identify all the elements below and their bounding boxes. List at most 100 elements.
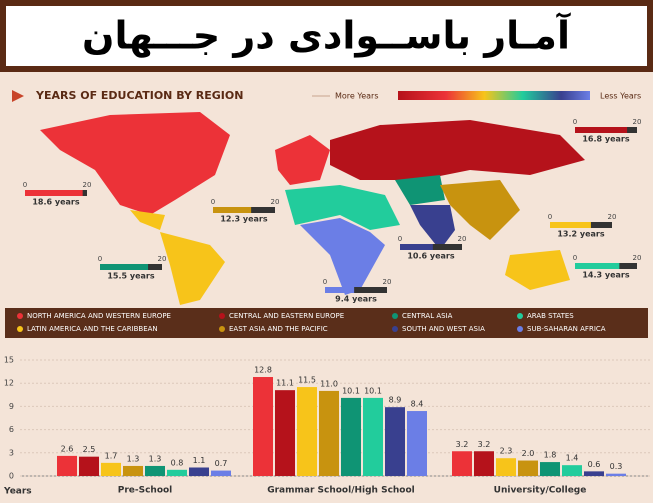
callout-value: 13.2 years: [557, 230, 605, 239]
legend-swatch: [219, 313, 225, 319]
y-axis-label: Years: [3, 487, 32, 497]
legend-swatch: [17, 313, 23, 319]
legend-label: SUB-SAHARAN AFRICA: [527, 325, 606, 333]
legend-band: [5, 308, 648, 338]
region-shape: [395, 175, 445, 205]
bar-value-label: 1.4: [566, 454, 579, 463]
bar-value-label: 0.7: [215, 459, 228, 468]
bar-value-label: 8.4: [411, 400, 424, 409]
bar-value-label: 2.5: [83, 445, 96, 454]
region-shape: [285, 185, 400, 230]
legend-label: CENTRAL ASIA: [402, 312, 453, 320]
map-title: YEARS OF EDUCATION BY REGION: [35, 89, 243, 102]
callout-bar: [325, 287, 355, 293]
bar-value-label: 11.5: [298, 376, 316, 385]
bar: [167, 469, 187, 476]
callout-bar: [400, 244, 433, 250]
region-shape: [40, 112, 230, 215]
bar: [211, 470, 231, 476]
bar: [452, 451, 472, 476]
legend-swatch: [517, 326, 523, 332]
scale-label: Less Years: [600, 92, 641, 101]
region-shape: [440, 180, 520, 240]
legend-swatch: [517, 313, 523, 319]
y-tick-label: 0: [9, 472, 14, 481]
banner-arrow: [12, 90, 24, 102]
bar-value-label: 10.1: [364, 386, 382, 395]
callout-bar: [575, 127, 628, 133]
callout-bar: [550, 222, 591, 228]
callout-bar: [25, 190, 83, 196]
region-shape: [130, 210, 165, 230]
callout-tick: 0: [98, 255, 102, 263]
bar: [540, 462, 560, 476]
bar: [101, 462, 121, 476]
callout-bar: [213, 207, 252, 213]
legend-swatch: [392, 326, 398, 332]
legend-label: ARAB STATES: [527, 312, 574, 320]
callout-bar: [100, 264, 149, 270]
callout-tick: 20: [271, 198, 280, 206]
callout-tick: 20: [383, 278, 392, 286]
bar: [474, 451, 494, 476]
bar-value-label: 1.8: [544, 451, 557, 460]
region-shape: [160, 232, 225, 305]
legend-label: LATIN AMERICA AND THE CARIBBEAN: [27, 325, 158, 333]
bar-value-label: 2.0: [522, 449, 535, 458]
bar-value-label: 0.3: [610, 462, 623, 471]
bar: [297, 387, 317, 476]
region-shape: [330, 120, 585, 180]
page-title: آمـار باســوادی در جـــهان: [82, 12, 571, 58]
callout-value: 15.5 years: [107, 272, 155, 281]
bar-value-label: 2.3: [500, 447, 513, 456]
bar-value-label: 3.2: [478, 440, 491, 449]
bar: [385, 407, 405, 476]
callout-value: 10.6 years: [407, 252, 455, 261]
bar: [562, 465, 582, 476]
bar-value-label: 2.6: [61, 444, 74, 453]
callout-value: 18.6 years: [32, 198, 80, 207]
bar: [606, 473, 626, 476]
x-tick-label: Pre-School: [118, 486, 173, 496]
world-map: [40, 112, 585, 305]
callout-value: 9.4 years: [335, 295, 377, 304]
bar-value-label: 1.7: [105, 451, 118, 460]
bar-value-label: 11.0: [320, 379, 338, 388]
callout-tick: 20: [83, 181, 92, 189]
bar: [496, 458, 516, 476]
bar-value-label: 0.6: [588, 460, 601, 469]
callout-tick: 0: [573, 118, 577, 126]
scale-label: More Years: [335, 92, 378, 101]
bar: [363, 397, 383, 476]
region-shape: [275, 135, 330, 185]
legend-swatch: [17, 326, 23, 332]
x-tick-label: University/College: [494, 486, 587, 496]
bar-value-label: 0.8: [171, 458, 184, 467]
y-tick-label: 15: [4, 356, 14, 365]
callout-tick: 0: [548, 213, 552, 221]
bar-value-label: 10.1: [342, 386, 360, 395]
bar: [407, 411, 427, 476]
bar: [584, 471, 604, 476]
bar-value-label: 11.1: [276, 379, 294, 388]
y-tick-label: 9: [9, 402, 14, 411]
bar: [341, 397, 361, 476]
bar: [518, 460, 538, 476]
scale-gradient: [398, 91, 590, 100]
bar: [79, 456, 99, 476]
bar: [57, 455, 77, 476]
y-tick-label: 12: [4, 379, 14, 388]
bar-value-label: 12.8: [254, 366, 272, 375]
legend-label: SOUTH AND WEST ASIA: [402, 325, 485, 333]
legend-label: NORTH AMERICA AND WESTERN EUROPE: [27, 312, 171, 320]
region-shape: [410, 205, 455, 250]
title-box: [6, 6, 647, 66]
callout-value: 16.8 years: [582, 135, 630, 144]
callout-tick: 0: [323, 278, 327, 286]
bar-value-label: 8.9: [389, 396, 402, 405]
bar: [319, 390, 339, 476]
bar-value-label: 1.3: [149, 454, 162, 463]
legend-swatch: [392, 313, 398, 319]
callout-tick: 20: [633, 118, 642, 126]
